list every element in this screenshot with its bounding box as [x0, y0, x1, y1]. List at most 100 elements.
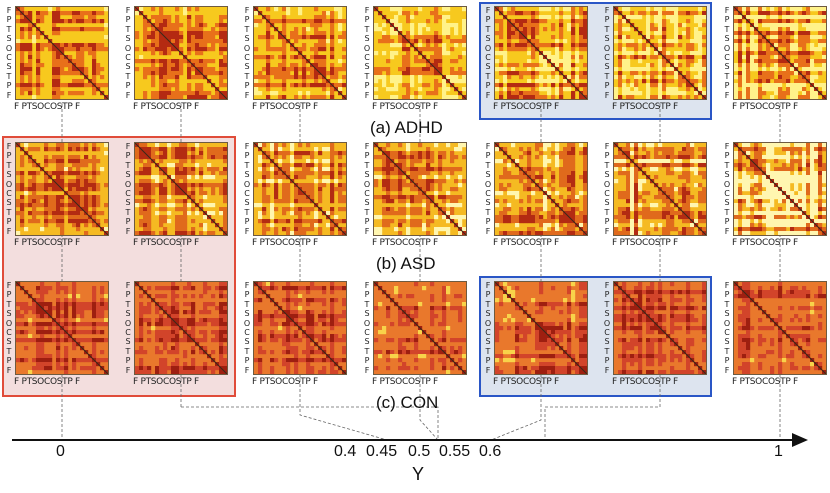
matrix-x-label: F PTSOCOSTP F — [133, 377, 199, 387]
matrix-y-label: C — [244, 328, 250, 338]
matrix-y-label: T — [125, 299, 131, 309]
matrix-diagonal — [16, 7, 108, 99]
matrix-y-label: T — [6, 299, 12, 309]
connectivity-matrix — [15, 142, 109, 236]
matrix-y-label: S — [364, 170, 370, 180]
matrix-y-label: T — [244, 71, 250, 81]
matrix-y-label: P — [244, 290, 250, 300]
matrix-y-label: S — [604, 309, 610, 319]
matrix-diagonal — [495, 143, 587, 235]
guide-line — [181, 406, 439, 440]
matrix-y-label: T — [125, 346, 131, 356]
matrix-x-label: F PTSOCOSTP F — [732, 102, 798, 112]
matrix-heatmap — [374, 282, 466, 374]
matrix-y-label: S — [244, 34, 250, 44]
matrix-y-label: T — [125, 207, 131, 217]
matrix-diagonal — [16, 143, 108, 235]
matrix-y-label: P — [724, 151, 730, 161]
matrix-y-label: C — [364, 328, 370, 338]
matrix-y-label: T — [724, 299, 730, 309]
matrix-y-label: T — [485, 299, 491, 309]
matrix-y-label: S — [6, 198, 12, 208]
matrix-y-label: S — [485, 337, 491, 347]
matrix-y-label: P — [6, 151, 12, 161]
matrix-y-label: S — [364, 309, 370, 319]
matrix-y-label: F — [364, 6, 370, 15]
matrix-y-label: O — [124, 179, 132, 189]
matrix-y-label: P — [604, 217, 610, 227]
connectivity-matrix — [494, 6, 588, 100]
matrix-x-label: F PTSOCOSTP F — [732, 238, 798, 248]
matrix-heatmap — [495, 7, 587, 99]
matrix-y-label: T — [604, 207, 610, 217]
matrix-y-label: T — [364, 299, 370, 309]
matrix-y-label: S — [125, 198, 131, 208]
matrix-y-label: T — [125, 160, 131, 170]
matrix-y-label: S — [364, 337, 370, 347]
matrix-y-label: P — [485, 81, 491, 91]
matrix-heatmap — [614, 7, 706, 99]
matrix-y-label: F — [485, 6, 491, 15]
matrix-diagonal — [734, 282, 826, 374]
matrix-heatmap — [135, 7, 227, 99]
connectivity-matrix — [373, 6, 467, 100]
matrix-y-label: P — [6, 290, 12, 300]
axis-arrowhead — [792, 433, 808, 447]
matrix-y-label: F — [604, 365, 610, 375]
matrix-y-label: F — [244, 365, 250, 375]
connectivity-matrix — [15, 281, 109, 375]
matrix-y-label: C — [604, 53, 610, 63]
matrix-heatmap — [16, 7, 108, 99]
matrix-y-label: S — [6, 337, 12, 347]
matrix-diagonal — [614, 143, 706, 235]
matrix-y-label: O — [5, 179, 13, 189]
matrix-y-label: P — [6, 356, 12, 366]
matrix-y-label: C — [364, 189, 370, 199]
matrix-y-label: P — [244, 15, 250, 25]
matrix-heatmap — [374, 7, 466, 99]
matrix-y-label: F — [604, 142, 610, 151]
matrix-y-label: T — [724, 160, 730, 170]
matrix-y-label: S — [125, 62, 131, 72]
matrix-y-label: T — [485, 160, 491, 170]
matrix-diagonal — [495, 282, 587, 374]
matrix-y-label: T — [364, 24, 370, 34]
matrix-y-label: F — [485, 365, 491, 375]
matrix-heatmap — [495, 282, 587, 374]
connectivity-matrix — [134, 142, 228, 236]
matrix-x-label: F PTSOCOSTP F — [252, 377, 318, 387]
matrix-heatmap — [495, 143, 587, 235]
matrix-y-label: P — [604, 356, 610, 366]
axis-tick-label: 1 — [774, 443, 783, 460]
matrix-y-label: O — [603, 43, 611, 53]
matrix-y-label: O — [243, 43, 251, 53]
matrix-y-label: C — [364, 53, 370, 63]
matrix-y-label: P — [6, 15, 12, 25]
axis-tick-label: 0 — [56, 443, 65, 460]
matrix-y-label: O — [5, 43, 13, 53]
connectivity-matrix — [494, 142, 588, 236]
matrix-y-label: P — [364, 217, 370, 227]
matrix-heatmap — [374, 143, 466, 235]
matrix-y-label: O — [603, 318, 611, 328]
matrix-y-label: P — [364, 81, 370, 91]
matrix-heatmap — [16, 143, 108, 235]
matrix-x-label: F PTSOCOSTP F — [372, 102, 438, 112]
matrix-y-label: O — [484, 318, 492, 328]
matrix-y-label: C — [125, 53, 131, 63]
matrix-y-label: S — [724, 309, 730, 319]
matrix-y-label: P — [125, 290, 131, 300]
matrix-y-label: S — [724, 337, 730, 347]
matrix-y-label: T — [244, 346, 250, 356]
matrix-y-label: C — [485, 189, 491, 199]
matrix-diagonal — [135, 7, 227, 99]
